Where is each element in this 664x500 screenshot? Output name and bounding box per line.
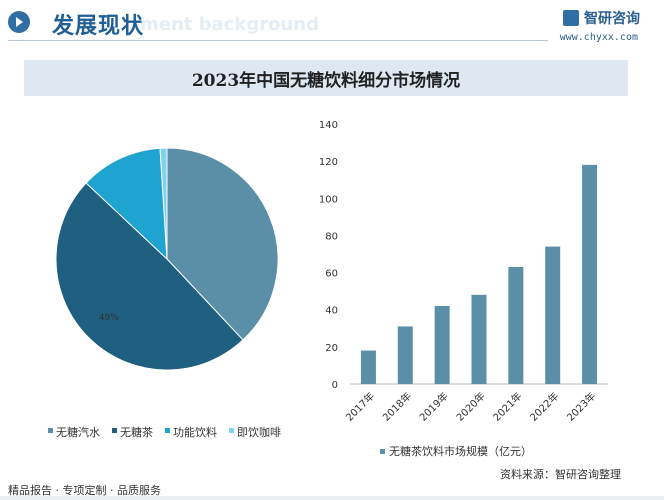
x-tick-label: 2017年: [343, 389, 377, 423]
y-tick-label: 80: [325, 231, 338, 242]
pie-legend-label: 功能饮料: [173, 425, 217, 439]
y-tick-label: 120: [319, 157, 338, 168]
header-divider: [8, 40, 548, 41]
footer-tagline: 精品报告 · 专项定制 · 品质服务: [8, 484, 161, 497]
x-tick-label: 2023年: [564, 389, 598, 423]
y-tick-label: 0: [332, 380, 338, 391]
bar: [397, 326, 413, 384]
play-icon: [8, 11, 30, 33]
pie-data-label: 49%: [99, 313, 119, 323]
source-note: 资料来源：智研咨询整理: [500, 468, 621, 481]
pie-slice: [166, 147, 279, 341]
chart-title: 2023年中国无糖饮料细分市场情况: [24, 60, 628, 96]
pie-slice: [85, 147, 168, 261]
bar: [508, 267, 524, 384]
bar: [360, 350, 376, 384]
y-tick-label: 20: [325, 343, 338, 354]
y-tick-label: 140: [319, 120, 338, 131]
bar: [471, 294, 487, 384]
x-tick-label: 2020年: [453, 389, 487, 423]
y-tick-label: 100: [319, 194, 338, 205]
brand-url: www.chyxx.com: [559, 32, 638, 43]
pie-legend-label: 即饮咖啡: [237, 425, 281, 439]
pie-legend-swatch: [112, 428, 117, 433]
pie-slice: [159, 147, 168, 260]
x-tick-label: 2019年: [417, 389, 451, 423]
footer-band: [0, 496, 664, 500]
pie-legend-swatch: [165, 428, 170, 433]
pie-legend-swatch: [229, 428, 234, 433]
x-tick-label: 2021年: [490, 389, 524, 423]
x-tick-label: 2022年: [527, 389, 561, 423]
brand-name: 智研咨询: [584, 11, 640, 27]
brand: 智研咨询: [563, 8, 640, 28]
pie-slice: [55, 182, 244, 371]
pie-legend-swatch: [48, 428, 53, 433]
y-tick-label: 40: [325, 306, 338, 317]
x-tick-label: 2018年: [380, 389, 414, 423]
bar: [545, 246, 561, 384]
pie-legend-label: 无糖汽水: [56, 425, 100, 439]
bar-legend-label: 无糖茶饮料市场规模（亿元）: [389, 444, 532, 458]
bar-legend-swatch: [380, 449, 385, 454]
page-header: 发展现状 ment background 智研咨询 www.chyxx.com: [0, 0, 664, 46]
section-title: 发展现状: [52, 14, 145, 39]
pie-legend-label: 无糖茶: [120, 425, 153, 439]
header-watermark: ment background: [140, 14, 319, 35]
bar: [434, 306, 450, 384]
y-tick-label: 60: [325, 269, 338, 280]
bar: [582, 164, 598, 384]
brand-logo-icon: [563, 10, 579, 26]
